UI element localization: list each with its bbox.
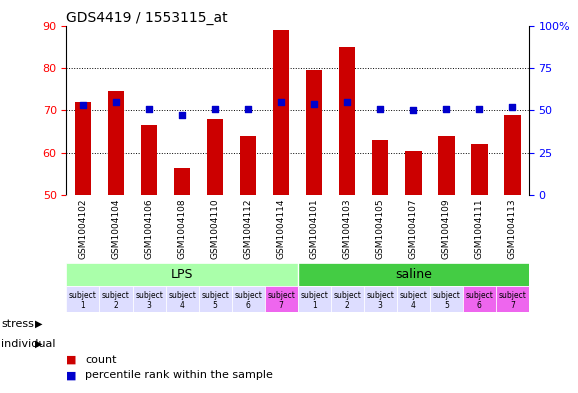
Text: 5: 5 — [213, 301, 217, 310]
Bar — [273, 30, 290, 195]
Bar — [463, 286, 496, 312]
Text: GSM1004102: GSM1004102 — [79, 199, 87, 259]
Text: 2: 2 — [114, 301, 118, 310]
Bar — [207, 119, 223, 195]
Text: ▶: ▶ — [35, 339, 42, 349]
Point — [409, 107, 418, 114]
Text: subject: subject — [201, 291, 229, 300]
Bar — [364, 286, 397, 312]
Text: GSM1004110: GSM1004110 — [210, 199, 220, 259]
Bar — [430, 286, 463, 312]
Bar — [66, 263, 298, 286]
Bar — [174, 168, 190, 195]
Bar — [99, 286, 132, 312]
Text: individual: individual — [1, 339, 55, 349]
Text: GSM1004106: GSM1004106 — [144, 199, 154, 259]
Point — [276, 99, 286, 105]
Text: 1: 1 — [312, 301, 317, 310]
Bar — [141, 125, 157, 195]
Bar — [75, 102, 91, 195]
Point — [442, 106, 451, 112]
Bar — [504, 115, 521, 195]
Text: stress: stress — [1, 319, 34, 329]
Bar — [397, 286, 430, 312]
Text: 5: 5 — [444, 301, 449, 310]
Text: GSM1004103: GSM1004103 — [343, 199, 351, 259]
Text: subject: subject — [300, 291, 328, 300]
Bar — [132, 286, 165, 312]
Point — [112, 99, 121, 105]
Bar — [471, 144, 488, 195]
Text: percentile rank within the sample: percentile rank within the sample — [85, 370, 273, 380]
Text: 6: 6 — [477, 301, 482, 310]
Text: 7: 7 — [510, 301, 515, 310]
Bar — [199, 286, 232, 312]
Bar — [405, 151, 421, 195]
Text: GSM1004104: GSM1004104 — [112, 199, 120, 259]
Text: subject: subject — [69, 291, 97, 300]
Bar — [240, 136, 257, 195]
Point — [376, 106, 385, 112]
Text: GSM1004108: GSM1004108 — [177, 199, 187, 259]
Text: saline: saline — [395, 268, 432, 281]
Text: subject: subject — [135, 291, 163, 300]
Text: subject: subject — [102, 291, 130, 300]
Text: 4: 4 — [411, 301, 416, 310]
Bar — [372, 140, 388, 195]
Bar — [298, 286, 331, 312]
Text: 3: 3 — [378, 301, 383, 310]
Text: 6: 6 — [246, 301, 251, 310]
Text: LPS: LPS — [171, 268, 193, 281]
Point — [475, 106, 484, 112]
Text: 7: 7 — [279, 301, 284, 310]
Bar — [331, 286, 364, 312]
Text: GSM1004105: GSM1004105 — [376, 199, 385, 259]
Point — [144, 106, 154, 112]
Text: subject: subject — [366, 291, 394, 300]
Point — [79, 102, 88, 108]
Text: subject: subject — [465, 291, 493, 300]
Text: subject: subject — [334, 291, 361, 300]
Text: subject: subject — [399, 291, 427, 300]
Text: GSM1004107: GSM1004107 — [409, 199, 418, 259]
Bar — [165, 286, 199, 312]
Text: GSM1004111: GSM1004111 — [475, 199, 484, 259]
Text: subject: subject — [432, 291, 460, 300]
Text: GSM1004109: GSM1004109 — [442, 199, 451, 259]
Bar — [298, 263, 529, 286]
Text: ■: ■ — [66, 354, 77, 365]
Bar — [108, 91, 124, 195]
Point — [210, 106, 220, 112]
Text: ▶: ▶ — [35, 319, 42, 329]
Text: GSM1004101: GSM1004101 — [310, 199, 318, 259]
Point — [310, 101, 319, 107]
Text: GSM1004113: GSM1004113 — [508, 199, 517, 259]
Text: subject: subject — [168, 291, 196, 300]
Text: subject: subject — [267, 291, 295, 300]
Bar — [339, 47, 355, 195]
Point — [343, 99, 352, 105]
Point — [507, 104, 517, 110]
Bar — [66, 286, 99, 312]
Point — [243, 106, 253, 112]
Text: ■: ■ — [66, 370, 77, 380]
Text: subject: subject — [498, 291, 527, 300]
Text: subject: subject — [234, 291, 262, 300]
Bar — [438, 136, 454, 195]
Text: 3: 3 — [147, 301, 151, 310]
Text: count: count — [85, 354, 116, 365]
Bar — [306, 70, 323, 195]
Bar — [265, 286, 298, 312]
Text: GSM1004112: GSM1004112 — [244, 199, 253, 259]
Bar — [496, 286, 529, 312]
Text: 1: 1 — [80, 301, 86, 310]
Text: 2: 2 — [345, 301, 350, 310]
Bar — [232, 286, 265, 312]
Point — [177, 112, 187, 119]
Text: GDS4419 / 1553115_at: GDS4419 / 1553115_at — [66, 11, 228, 24]
Text: 4: 4 — [180, 301, 184, 310]
Text: GSM1004114: GSM1004114 — [277, 199, 286, 259]
